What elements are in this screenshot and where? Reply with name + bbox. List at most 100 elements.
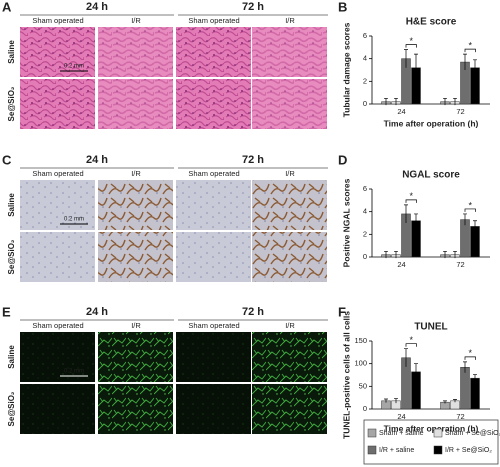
row-label: Saline bbox=[7, 345, 16, 369]
micrograph bbox=[20, 79, 95, 129]
group-header: Sham operated bbox=[188, 16, 239, 25]
error-bar bbox=[394, 250, 398, 259]
x-tick-label: 24 bbox=[397, 107, 405, 116]
y-tick-label: 4 bbox=[363, 207, 367, 216]
error-bar bbox=[404, 204, 408, 223]
row-label: Se@SiO₂ bbox=[7, 239, 16, 274]
chart-title: TUNEL bbox=[414, 322, 447, 333]
significance-mark: * bbox=[468, 200, 472, 210]
panel-letter: B bbox=[338, 0, 347, 14]
legend-label: Sham + Se@SiO₂ bbox=[445, 430, 500, 437]
x-tick-label: 72 bbox=[456, 107, 464, 116]
error-bar bbox=[384, 398, 388, 403]
error-bar bbox=[473, 220, 477, 233]
y-axis-label: Positive NGAL scores bbox=[341, 178, 351, 267]
error-bar bbox=[414, 363, 418, 380]
micrograph bbox=[98, 232, 173, 282]
legend-box bbox=[363, 419, 499, 465]
error-bar bbox=[443, 97, 447, 106]
group-header: I/R bbox=[131, 169, 141, 178]
x-tick-label: 24 bbox=[397, 412, 405, 421]
micrograph bbox=[176, 79, 251, 129]
error-bar bbox=[414, 213, 418, 228]
time-header: 72 h bbox=[242, 306, 264, 318]
group-header: I/R bbox=[285, 321, 295, 330]
error-bar bbox=[394, 97, 398, 106]
y-tick-label: 100 bbox=[354, 359, 367, 368]
micrograph bbox=[20, 332, 95, 382]
legend-label: Sham + saline bbox=[379, 430, 424, 437]
error-bar bbox=[414, 53, 418, 82]
significance-mark: * bbox=[409, 335, 413, 345]
error-bar bbox=[443, 250, 447, 259]
significance-bracket bbox=[464, 48, 476, 53]
scale-bar-label: 0.2 mm bbox=[64, 217, 84, 223]
error-bar bbox=[463, 53, 467, 70]
micrograph bbox=[176, 180, 251, 230]
group-header: Sham operated bbox=[32, 169, 83, 178]
y-tick-label: 0 bbox=[363, 252, 367, 261]
y-tick-label: 150 bbox=[354, 336, 367, 345]
x-tick-label: 72 bbox=[456, 412, 464, 421]
significance-bracket bbox=[405, 44, 417, 48]
micrograph bbox=[98, 79, 173, 129]
micrograph bbox=[20, 384, 95, 434]
micrograph bbox=[176, 384, 251, 434]
x-axis-label: Time after operation (h) bbox=[384, 423, 479, 433]
error-bar bbox=[453, 250, 457, 259]
row-label: Saline bbox=[7, 40, 16, 64]
error-bar bbox=[473, 374, 477, 382]
time-header: 24 h bbox=[86, 1, 108, 13]
panel-letter: A bbox=[2, 0, 12, 14]
group-header: Sham operated bbox=[188, 169, 239, 178]
micrograph bbox=[252, 79, 327, 129]
y-tick-label: 0 bbox=[363, 99, 367, 108]
micrograph bbox=[98, 27, 173, 77]
significance-mark: * bbox=[409, 191, 413, 201]
error-bar bbox=[473, 59, 477, 76]
legend-label: I/R + Se@SiO₂ bbox=[445, 447, 492, 454]
error-bar bbox=[384, 97, 388, 106]
micrograph bbox=[176, 232, 251, 282]
group-header: I/R bbox=[131, 16, 141, 25]
time-header: 72 h bbox=[242, 1, 264, 13]
legend-swatch bbox=[433, 445, 443, 455]
error-bar bbox=[404, 348, 408, 367]
legend-swatch bbox=[367, 428, 377, 438]
scale-bar-label: 0.2 mm bbox=[64, 64, 84, 70]
scale-bar-label: 0.2 mm bbox=[64, 369, 84, 375]
group-header: I/R bbox=[131, 321, 141, 330]
y-tick-label: 6 bbox=[363, 184, 367, 193]
micrograph bbox=[252, 180, 327, 230]
micrograph bbox=[20, 27, 95, 77]
panel-letter: F bbox=[338, 304, 346, 319]
panel-letter: D bbox=[338, 152, 347, 167]
row-label: Se@SiO₂ bbox=[7, 391, 16, 426]
x-tick-label: 72 bbox=[456, 260, 464, 269]
micrograph bbox=[98, 180, 173, 230]
time-header: 72 h bbox=[242, 154, 264, 166]
legend-label: I/R + saline bbox=[379, 447, 414, 454]
error-bar bbox=[453, 97, 457, 106]
row-label: Saline bbox=[7, 193, 16, 217]
bar bbox=[460, 367, 470, 410]
x-tick-label: 24 bbox=[397, 260, 405, 269]
legend-swatch bbox=[367, 445, 377, 455]
group-header: I/R bbox=[285, 169, 295, 178]
y-tick-label: 0 bbox=[363, 404, 367, 413]
error-bar bbox=[443, 400, 447, 404]
time-header: 24 h bbox=[86, 306, 108, 318]
significance-bracket bbox=[464, 208, 476, 212]
bar bbox=[470, 377, 480, 410]
micrograph bbox=[20, 180, 95, 230]
y-tick-label: 50 bbox=[359, 381, 367, 390]
y-tick-label: 4 bbox=[363, 54, 367, 63]
y-axis-label: Tubular damage scores bbox=[341, 22, 351, 117]
micrograph bbox=[98, 332, 173, 382]
error-bar bbox=[394, 398, 398, 404]
panel-letter: C bbox=[2, 152, 12, 167]
group-header: I/R bbox=[285, 16, 295, 25]
significance-mark: * bbox=[468, 348, 472, 358]
significance-mark: * bbox=[409, 36, 413, 46]
group-header: Sham operated bbox=[32, 321, 83, 330]
